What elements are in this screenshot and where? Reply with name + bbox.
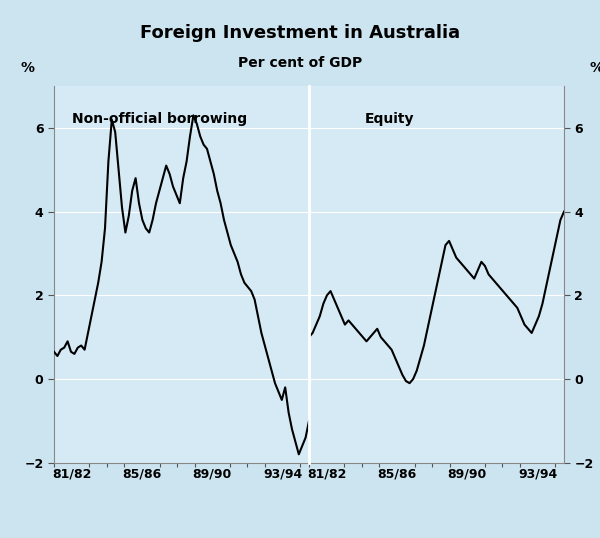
Text: Foreign Investment in Australia: Foreign Investment in Australia [140, 24, 460, 42]
Text: %: % [589, 61, 600, 75]
Text: %: % [21, 61, 35, 75]
Text: Per cent of GDP: Per cent of GDP [238, 56, 362, 70]
Text: Equity: Equity [365, 112, 415, 126]
Text: Non-official borrowing: Non-official borrowing [72, 112, 247, 126]
